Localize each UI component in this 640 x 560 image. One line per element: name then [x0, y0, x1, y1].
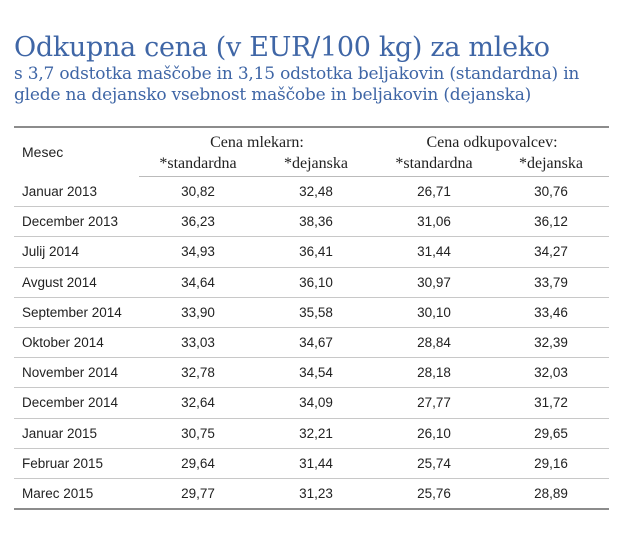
value-cell: 33,90 — [139, 297, 257, 328]
subtitle-line-1: s 3,7 odstotka maščobe in 3,15 odstotka … — [14, 64, 580, 84]
value-cell: 34,09 — [257, 387, 375, 419]
month-cell: Januar 2013 — [14, 176, 139, 208]
month-cell: Avgust 2014 — [14, 267, 139, 298]
col-header-dairy-standard: *standardna — [139, 152, 257, 177]
value-cell: 29,65 — [493, 418, 609, 449]
value-cell: 32,48 — [257, 176, 375, 208]
value-cell: 34,67 — [257, 327, 375, 359]
month-cell: September 2014 — [14, 297, 139, 328]
value-cell: 30,97 — [375, 267, 493, 298]
value-cell: 30,82 — [139, 176, 257, 208]
group-header-dairy: Cena mlekarn: — [210, 134, 304, 151]
price-table: Mesec Cena mlekarn: Cena odkupovalcev: *… — [14, 126, 609, 511]
value-cell: 34,64 — [139, 267, 257, 298]
table-row: Oktober 2014 33,03 34,67 28,84 32,39 — [14, 327, 609, 359]
value-cell: 27,77 — [375, 387, 493, 419]
value-cell: 29,64 — [139, 448, 257, 479]
value-cell: 33,79 — [493, 267, 609, 298]
page-title: Odkupna cena (v EUR/100 kg) za mleko — [14, 32, 550, 63]
value-cell: 25,74 — [375, 448, 493, 479]
value-cell: 35,58 — [257, 297, 375, 328]
value-cell: 32,39 — [493, 327, 609, 359]
value-cell: 28,18 — [375, 357, 493, 389]
month-cell: December 2013 — [14, 206, 139, 238]
table-row: December 2014 32,64 34,09 27,77 31,72 — [14, 387, 609, 419]
value-cell: 34,27 — [493, 236, 609, 268]
subtitle-line-2: glede na dejansko vsebnost maščobe in be… — [14, 85, 532, 105]
value-cell: 31,72 — [493, 387, 609, 419]
value-cell: 29,77 — [181, 485, 215, 501]
value-cell: 33,46 — [493, 297, 609, 328]
value-cell: 36,12 — [493, 206, 609, 238]
table-row: December 2013 36,23 38,36 31,06 36,12 — [14, 206, 609, 238]
month-cell: Oktober 2014 — [14, 327, 139, 359]
value-cell: 34,54 — [257, 357, 375, 389]
value-cell: 26,71 — [375, 176, 493, 208]
month-cell: Februar 2015 — [14, 448, 139, 479]
col-header-dairy-actual: *dejanska — [257, 152, 375, 177]
value-cell: 31,06 — [375, 206, 493, 238]
value-cell: 30,76 — [493, 176, 609, 208]
value-cell: 32,64 — [139, 387, 257, 419]
table-body: Januar 2013 30,82 32,48 26,71 30,76 Dece… — [14, 176, 609, 510]
value-cell: 29,16 — [493, 448, 609, 479]
value-cell: 26,10 — [375, 418, 493, 449]
value-cell: 32,78 — [139, 357, 257, 389]
group-header-buyers: Cena odkupovalcev: — [426, 134, 558, 151]
month-cell: Marec 2015 — [22, 485, 94, 501]
month-cell: November 2014 — [14, 357, 139, 389]
value-cell: 36,23 — [139, 206, 257, 238]
table-row: Februar 2015 29,64 31,44 25,74 29,16 — [14, 448, 609, 479]
value-cell: 31,44 — [257, 448, 375, 479]
month-cell: Januar 2015 — [14, 418, 139, 449]
value-cell: 30,75 — [139, 418, 257, 449]
value-cell: 36,10 — [257, 267, 375, 298]
table-row: Januar 2013 30,82 32,48 26,71 30,76 — [14, 176, 609, 208]
value-cell: 32,03 — [493, 357, 609, 389]
col-header-buyers-standard: *standardna — [375, 152, 493, 177]
table-row: Julij 2014 34,93 36,41 31,44 34,27 — [14, 236, 609, 268]
col-header-buyers-actual: *dejanska — [493, 152, 609, 177]
table-row: Januar 2015 30,75 32,21 26,10 29,65 — [14, 418, 609, 449]
value-cell: 28,89 — [534, 485, 568, 501]
table-row: Avgust 2014 34,64 36,10 30,97 33,79 — [14, 267, 609, 298]
table-row: Marec 2015 29,77 31,23 25,76 28,89 — [14, 478, 609, 509]
value-cell: 31,23 — [299, 485, 333, 501]
value-cell: 34,93 — [139, 236, 257, 268]
month-column-header: Mesec — [22, 144, 64, 161]
table-row: September 2014 33,90 35,58 30,10 33,46 — [14, 297, 609, 328]
value-cell: 36,41 — [257, 236, 375, 268]
value-cell: 28,84 — [375, 327, 493, 359]
value-cell: 25,76 — [417, 485, 451, 501]
value-cell: 32,21 — [257, 418, 375, 449]
value-cell: 33,03 — [139, 327, 257, 359]
value-cell: 38,36 — [257, 206, 375, 238]
value-cell: 30,10 — [375, 297, 493, 328]
value-cell: 31,44 — [375, 236, 493, 268]
table-row: November 2014 32,78 34,54 28,18 32,03 — [14, 357, 609, 389]
month-cell: Julij 2014 — [14, 236, 139, 268]
month-cell: December 2014 — [14, 387, 139, 419]
